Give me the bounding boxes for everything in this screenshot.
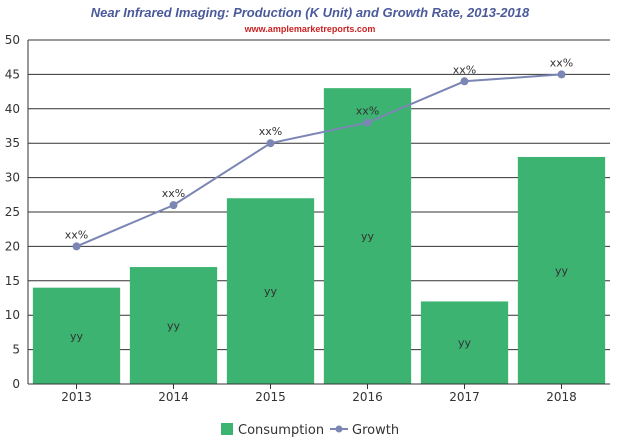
- bar-data-label: yy: [264, 285, 278, 298]
- y-tick-label: 0: [12, 377, 20, 391]
- y-tick-label: 5: [12, 343, 20, 357]
- y-tick-label: 30: [5, 171, 20, 185]
- x-tick-label: 2013: [61, 390, 92, 404]
- bar-data-label: yy: [555, 264, 569, 277]
- x-tick-label: 2014: [158, 390, 189, 404]
- x-tick-label: 2015: [255, 390, 286, 404]
- grid: [28, 39, 610, 385]
- y-tick-label: 15: [5, 274, 20, 288]
- chart-subtitle: www.amplemarketreports.com: [244, 24, 376, 34]
- axes: 0 5 10 15 20 25 30 35 40 45 50 2013 2014 2015 2016 2017…: [5, 33, 610, 404]
- bar-consumption: [323, 88, 412, 384]
- growth-data-label: xx%: [453, 63, 476, 76]
- growth-point: [72, 242, 81, 251]
- y-tick-label: 40: [5, 102, 20, 116]
- bar-labels: yy yy yy yy yy yy: [70, 230, 569, 350]
- x-tick-label: 2018: [546, 390, 577, 404]
- bar-data-label: yy: [458, 337, 472, 350]
- legend-swatch-consumption: [221, 423, 233, 435]
- growth-point: [266, 139, 275, 148]
- growth-data-label: xx%: [162, 187, 185, 200]
- bar-consumption: [517, 156, 606, 384]
- growth-point: [557, 70, 566, 79]
- growth-data-label: xx%: [550, 56, 573, 69]
- bar-data-label: yy: [167, 320, 181, 333]
- bar-consumption: [226, 198, 315, 384]
- legend: Consumption Growth: [221, 423, 399, 438]
- chart-title: Near Infrared Imaging: Production (K Uni…: [91, 5, 530, 20]
- bar-data-label: yy: [361, 230, 375, 243]
- bars: [32, 88, 606, 384]
- growth-point: [363, 118, 372, 127]
- bar-consumption: [420, 301, 509, 384]
- growth-data-label: xx%: [65, 228, 88, 241]
- legend-label-growth: Growth: [352, 423, 399, 438]
- x-tick-label: 2017: [449, 390, 480, 404]
- bar-data-label: yy: [70, 330, 84, 343]
- y-tick-label: 25: [5, 205, 20, 219]
- y-tick-label: 10: [5, 308, 20, 322]
- growth-point: [169, 201, 178, 210]
- x-tick-label: 2016: [352, 390, 383, 404]
- growth-line: xx% xx% xx% xx% xx% xx%: [65, 56, 573, 251]
- growth-point: [460, 77, 469, 86]
- y-tick-label: 20: [5, 239, 20, 253]
- y-tick-label: 50: [5, 33, 20, 47]
- y-tick-label: 45: [5, 67, 20, 81]
- bar-consumption: [32, 287, 121, 384]
- bar-consumption: [129, 267, 218, 384]
- legend-swatch-growth-marker: [335, 425, 343, 433]
- legend-label-consumption: Consumption: [238, 423, 324, 438]
- growth-series-line: [76, 73, 562, 248]
- growth-data-label: xx%: [259, 125, 282, 138]
- y-tick-label: 35: [5, 136, 20, 150]
- growth-data-label: xx%: [356, 105, 379, 118]
